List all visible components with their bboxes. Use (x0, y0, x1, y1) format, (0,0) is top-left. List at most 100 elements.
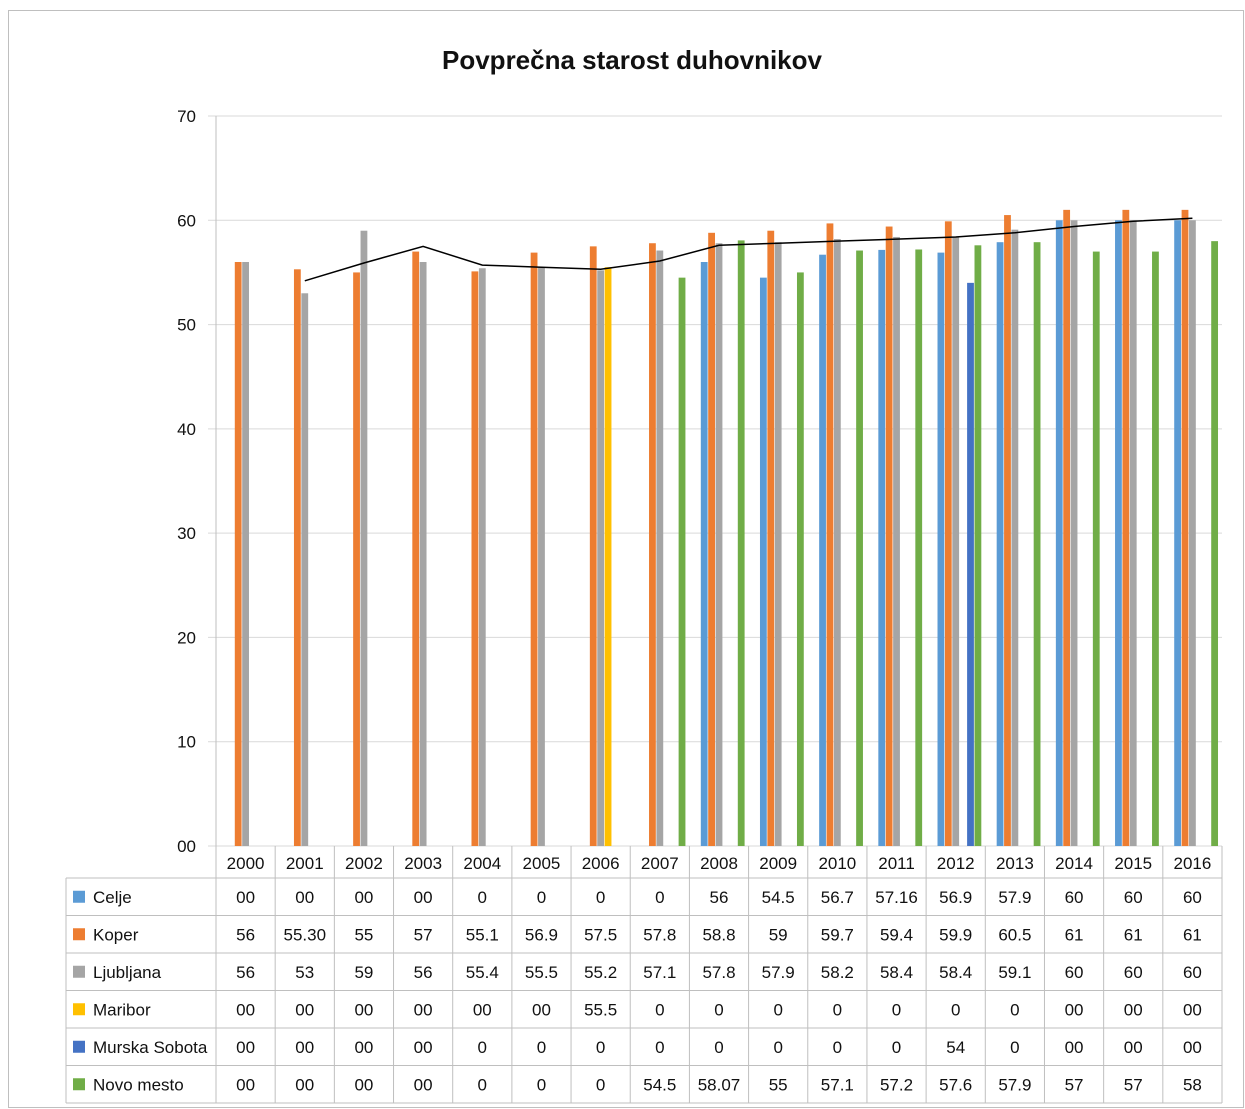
table-cell: 60 (1065, 963, 1084, 982)
table-cell: 0 (655, 1038, 664, 1057)
table-cell: 0 (596, 1075, 605, 1094)
table-cell: 0 (655, 1000, 664, 1019)
bar-celje-2009 (759, 277, 767, 847)
bar-novo-mesto-2010 (856, 250, 863, 846)
bar-koper-2001 (293, 269, 301, 846)
table-cell: 57.9 (998, 888, 1031, 907)
legend-label: Celje (93, 888, 132, 907)
y-tick-label: 30 (177, 524, 196, 543)
bar-celje-2013 (996, 242, 1004, 846)
table-cell: 55.5 (525, 963, 558, 982)
x-tick-label: 2002 (345, 854, 383, 873)
table-cell: 00 (414, 1000, 433, 1019)
table-cell: 00 (295, 1038, 314, 1057)
table-cell: 0 (655, 888, 664, 907)
bar-ljubljana-2008 (715, 243, 723, 846)
table-cell: 57.8 (702, 963, 735, 982)
legend-key-murska-sobota (73, 1040, 85, 1053)
trendline (304, 217, 1193, 282)
table-cell: 00 (1065, 1000, 1084, 1019)
x-tick-label: 2000 (227, 854, 265, 873)
table-cell: 60 (1124, 963, 1143, 982)
table-cell: 56 (710, 888, 729, 907)
table-cell: 55.4 (466, 963, 499, 982)
y-tick-label: 20 (177, 628, 196, 647)
table-cell: 58.4 (939, 963, 972, 982)
table-cell: 0 (833, 1038, 842, 1057)
table-cell: 58.2 (821, 963, 854, 982)
table-cell: 57.1 (821, 1075, 854, 1094)
table-cell: 0 (596, 1038, 605, 1057)
table-cell: 00 (236, 1038, 255, 1057)
bar-koper-2012 (944, 221, 952, 847)
table-cell: 0 (951, 1000, 960, 1019)
bar-novo-mesto-2011 (915, 249, 923, 846)
table-cell: 57 (1065, 1075, 1084, 1094)
x-tick-label: 2004 (463, 854, 501, 873)
bar-celje-2010 (819, 254, 826, 846)
table-cell: 55.1 (466, 925, 499, 944)
bar-ljubljana-2000 (242, 262, 249, 846)
bar-koper-2002 (353, 272, 360, 846)
table-cell: 00 (414, 888, 433, 907)
bar-celje-2014 (1055, 220, 1063, 847)
table-cell: 00 (1124, 1038, 1143, 1057)
table-cell: 55 (354, 925, 373, 944)
bar-ljubljana-2012 (952, 236, 960, 846)
table-cell: 60 (1065, 888, 1084, 907)
table-cell: 56.9 (939, 888, 972, 907)
y-tick-label: 00 (177, 837, 196, 856)
bar-novo-mesto-2014 (1092, 251, 1100, 847)
table-cell: 00 (295, 1000, 314, 1019)
x-tick-label: 2008 (700, 854, 738, 873)
table-cell: 00 (414, 1038, 433, 1057)
table-cell: 0 (478, 1038, 487, 1057)
x-tick-label: 2001 (286, 854, 324, 873)
table-cell: 00 (295, 888, 314, 907)
bar-celje-2015 (1115, 220, 1122, 847)
table-cell: 0 (1010, 1000, 1019, 1019)
table-cell: 00 (473, 1000, 492, 1019)
bar-ljubljana-2007 (656, 250, 664, 846)
table-cell: 00 (354, 1075, 373, 1094)
x-tick-label: 2015 (1114, 854, 1152, 873)
table-cell: 61 (1183, 925, 1202, 944)
bar-celje-2016 (1174, 220, 1182, 847)
y-tick-label: 70 (177, 107, 196, 126)
table-cell: 56.9 (525, 925, 558, 944)
table-cell: 00 (236, 1000, 255, 1019)
bar-koper-2007 (649, 243, 656, 846)
table-cell: 0 (773, 1038, 782, 1057)
table-cell: 55.2 (584, 963, 617, 982)
bar-novo-mesto-2009 (796, 272, 804, 846)
table-cell: 57.16 (875, 888, 918, 907)
table-cell: 0 (478, 888, 487, 907)
table-cell: 57.8 (643, 925, 676, 944)
table-cell: 0 (892, 1038, 901, 1057)
bar-koper-2010 (826, 223, 834, 846)
bar-celje-2011 (878, 249, 886, 847)
trendline-path (304, 217, 1193, 282)
table-cell: 59 (769, 925, 788, 944)
table-cell: 56 (414, 963, 433, 982)
bar-celje-2008 (700, 262, 708, 846)
bar-koper-2004 (471, 271, 479, 846)
table-cell: 00 (236, 1075, 255, 1094)
table-cell: 55 (769, 1075, 788, 1094)
table-cell: 00 (1183, 1038, 1202, 1057)
bar-koper-2013 (1004, 215, 1011, 847)
x-tick-label: 2006 (582, 854, 620, 873)
table-cell: 0 (478, 1075, 487, 1094)
table-cell: 60 (1183, 888, 1202, 907)
table-cell: 59.7 (821, 925, 854, 944)
table-cell: 60 (1183, 963, 1202, 982)
legend-label: Maribor (93, 1000, 151, 1019)
table-cell: 55.30 (283, 925, 326, 944)
y-tick-label: 40 (177, 420, 196, 439)
bar-novo-mesto-2016 (1211, 241, 1219, 847)
y-tick-label: 10 (177, 733, 196, 752)
table-cell: 58 (1183, 1075, 1202, 1094)
bar-ljubljana-2006 (597, 270, 605, 846)
table-cell: 58.8 (702, 925, 735, 944)
